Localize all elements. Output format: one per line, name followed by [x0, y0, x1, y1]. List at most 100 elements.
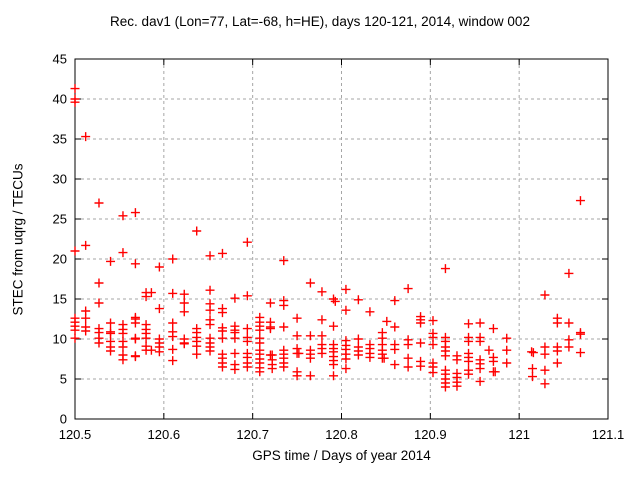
- data-point-marker: [452, 381, 462, 391]
- data-point-marker: [527, 364, 537, 374]
- data-point-marker: [70, 97, 80, 107]
- data-point-marker: [217, 362, 227, 372]
- data-point-marker: [341, 354, 351, 364]
- y-tick-label: 0: [60, 412, 67, 427]
- data-point-marker: [217, 308, 227, 318]
- y-tick-label: 25: [53, 212, 67, 227]
- data-point-marker: [488, 356, 498, 366]
- data-point-marker: [292, 313, 302, 323]
- data-point-marker: [305, 353, 315, 363]
- data-point-marker: [255, 367, 265, 377]
- data-point-marker: [294, 348, 304, 358]
- data-point-marker: [390, 344, 400, 354]
- data-point-marker: [179, 298, 189, 308]
- data-point-marker: [230, 348, 240, 358]
- data-point-marker: [106, 256, 116, 266]
- data-point-marker: [168, 254, 178, 264]
- data-point-marker: [365, 307, 375, 317]
- data-point-marker: [192, 226, 202, 236]
- x-axis-label: GPS time / Days of year 2014: [252, 448, 431, 463]
- data-point-marker: [70, 84, 80, 94]
- data-point-marker: [141, 333, 151, 343]
- data-point-marker: [130, 208, 140, 218]
- data-point-marker: [575, 348, 585, 358]
- data-point-marker: [130, 318, 140, 328]
- data-point-marker: [94, 198, 104, 208]
- data-point-marker: [168, 332, 178, 342]
- data-point-marker: [527, 372, 537, 382]
- data-point-marker: [390, 360, 400, 370]
- y-tick-label: 45: [53, 52, 67, 67]
- data-point-marker: [353, 334, 363, 344]
- data-point-marker: [81, 313, 91, 323]
- data-point-marker: [540, 365, 550, 375]
- data-point-marker: [168, 288, 178, 298]
- data-point-marker: [440, 382, 450, 392]
- data-point-marker: [403, 353, 413, 363]
- data-point-marker: [329, 371, 339, 381]
- data-point-marker: [382, 316, 392, 326]
- data-point-marker: [205, 285, 215, 295]
- data-point-marker: [106, 318, 116, 328]
- data-point-marker: [317, 348, 327, 358]
- data-point-marker: [527, 347, 537, 357]
- data-point-marker: [540, 290, 550, 300]
- data-point-marker: [464, 336, 474, 346]
- data-point-marker: [94, 298, 104, 308]
- data-point-marker: [464, 369, 474, 379]
- data-point-marker: [379, 353, 389, 363]
- x-tick-label: 120.9: [414, 427, 447, 442]
- data-point-marker: [475, 376, 485, 386]
- data-point-marker: [317, 331, 327, 341]
- data-point-marker: [265, 298, 275, 308]
- data-point-marker: [106, 328, 116, 338]
- data-point-marker: [146, 288, 156, 298]
- data-point-marker: [154, 262, 164, 272]
- data-point-marker: [230, 333, 240, 343]
- data-point-marker: [118, 248, 128, 258]
- data-point-marker: [154, 347, 164, 357]
- data-point-marker: [575, 329, 585, 339]
- data-point-marker: [70, 246, 80, 256]
- data-point-marker: [179, 339, 189, 349]
- data-point-marker: [70, 325, 80, 335]
- data-point-marker: [230, 364, 240, 374]
- y-tick-label: 15: [53, 292, 67, 307]
- y-tick-label: 5: [60, 372, 67, 387]
- data-point-marker: [179, 307, 189, 317]
- data-point-marker: [341, 305, 351, 315]
- y-tick-label: 30: [53, 172, 67, 187]
- data-point-marker: [205, 346, 215, 356]
- data-point-marker: [205, 320, 215, 330]
- data-point-marker: [118, 342, 128, 352]
- data-point-marker: [242, 291, 252, 301]
- data-point-marker: [168, 344, 178, 354]
- data-point-marker: [452, 355, 462, 365]
- data-point-marker: [564, 342, 574, 352]
- data-point-marker: [330, 296, 340, 306]
- data-point-marker: [130, 259, 140, 269]
- data-point-marker: [440, 351, 450, 361]
- data-point-marker: [416, 338, 426, 348]
- data-point-marker: [484, 345, 494, 355]
- data-point-marker: [141, 292, 151, 302]
- data-point-marker: [154, 304, 164, 314]
- data-point-marker: [70, 333, 80, 343]
- data-point-marker: [552, 318, 562, 328]
- x-tick-label: 120.6: [148, 427, 181, 442]
- data-point-marker: [242, 237, 252, 247]
- data-point-marker: [279, 322, 289, 332]
- data-point-marker: [502, 333, 512, 343]
- y-tick-label: 35: [53, 132, 67, 147]
- data-point-marker: [279, 256, 289, 266]
- x-tick-label: 121: [508, 427, 530, 442]
- data-point-marker: [428, 340, 438, 350]
- data-point-marker: [205, 305, 215, 315]
- data-point-marker: [81, 326, 91, 336]
- data-point-marker: [217, 248, 227, 258]
- data-point-marker: [146, 345, 156, 355]
- x-tick-label: 120.7: [236, 427, 269, 442]
- data-point-marker: [390, 322, 400, 332]
- data-point-marker: [292, 331, 302, 341]
